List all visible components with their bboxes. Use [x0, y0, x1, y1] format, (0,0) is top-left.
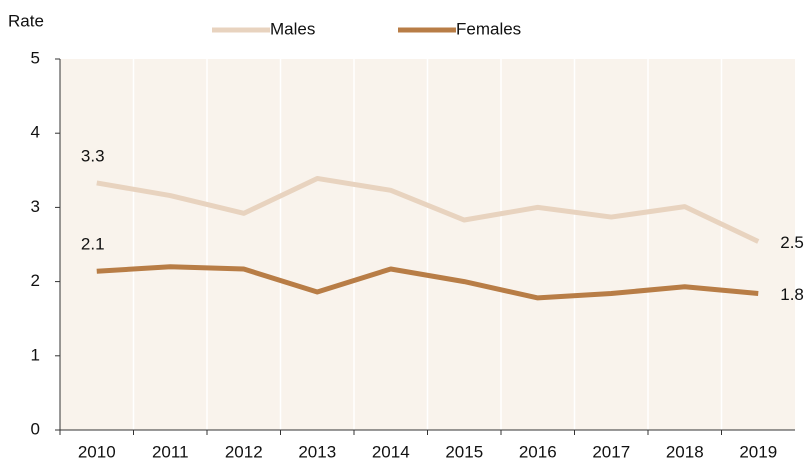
series-line [96, 175, 760, 244]
x-tick-label: 2017 [592, 442, 630, 461]
data-label: 2.5 [780, 233, 804, 252]
x-tick-label: 2010 [78, 442, 116, 461]
data-label: 2.1 [81, 235, 105, 254]
x-tick-label: 2013 [298, 442, 336, 461]
data-label: 1.8 [780, 285, 804, 304]
legend-label: Males [270, 19, 315, 38]
x-tick-label: 2014 [372, 442, 410, 461]
x-tick-label: 2011 [152, 442, 189, 461]
series-line [96, 264, 759, 301]
x-tick-label: 2012 [225, 442, 263, 461]
y-axis-label: Rate [8, 11, 44, 30]
y-tick-label: 3 [31, 197, 40, 216]
y-tick-label: 0 [31, 419, 40, 438]
data-label: 3.3 [81, 146, 105, 165]
y-tick-label: 1 [31, 345, 40, 364]
y-tick-label: 2 [31, 271, 40, 290]
x-tick-label: 2016 [519, 442, 557, 461]
legend-label: Females [456, 19, 521, 38]
y-tick-label: 5 [31, 48, 40, 67]
x-tick-label: 2015 [445, 442, 483, 461]
x-tick-label: 2019 [739, 442, 777, 461]
y-tick-label: 4 [31, 123, 40, 142]
x-tick-label: 2018 [666, 442, 704, 461]
